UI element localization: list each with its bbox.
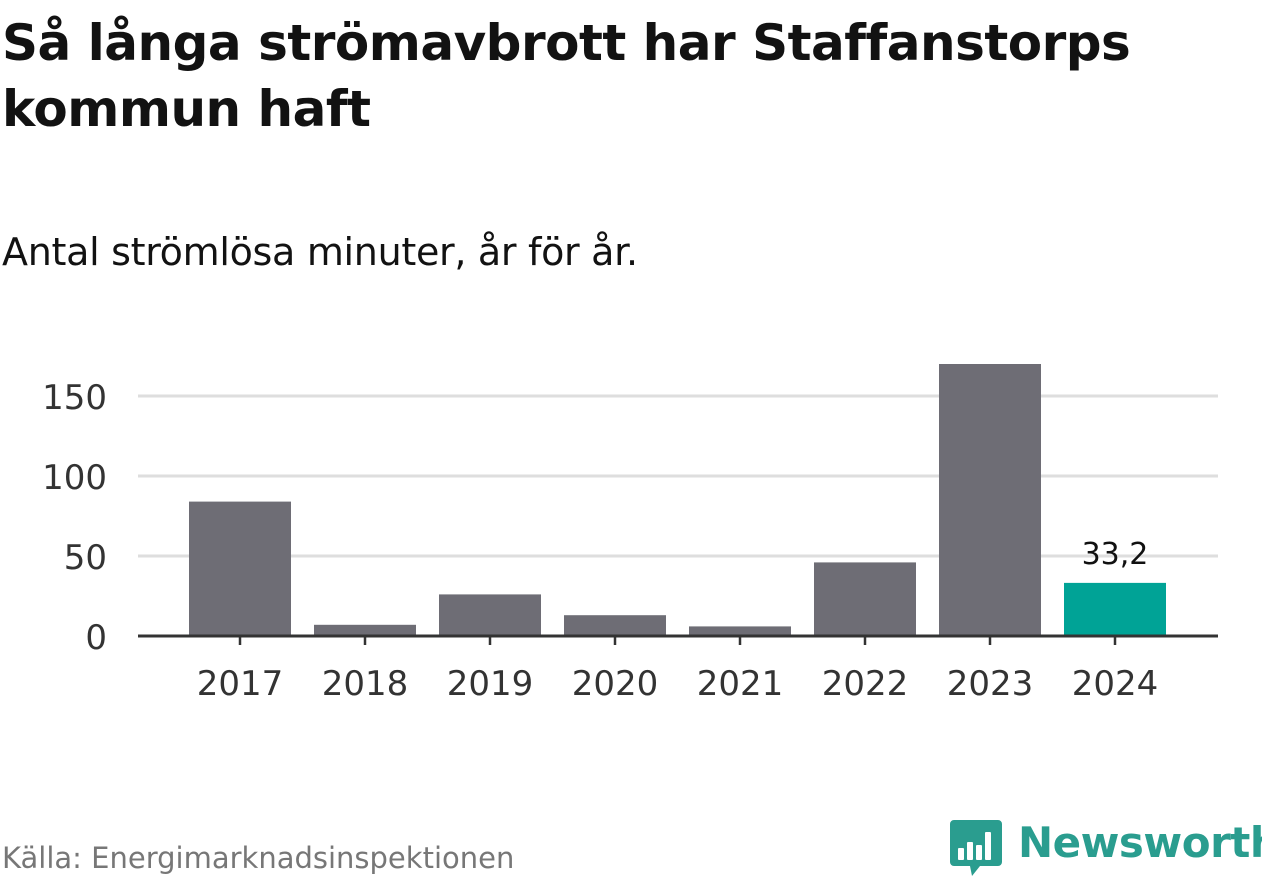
y-tick-label: 150 <box>42 378 107 418</box>
bar-2022 <box>814 562 916 636</box>
x-tick-label: 2023 <box>947 664 1034 704</box>
x-tick-label: 2024 <box>1072 664 1159 704</box>
brand-name: Newsworthy <box>1018 818 1262 867</box>
x-tick-label: 2018 <box>322 664 409 704</box>
newsworthy-logo: Newsworthy <box>950 818 1262 882</box>
gridlines <box>138 394 1218 558</box>
y-axis-ticks: 0 50 100 150 <box>42 378 107 658</box>
data-labels: 33,2 <box>1082 537 1149 572</box>
bar-2023 <box>939 364 1041 636</box>
bar-2020 <box>564 615 666 636</box>
x-tick-label: 2017 <box>197 664 284 704</box>
x-tick-label: 2019 <box>447 664 534 704</box>
chart-title: Så långa strömavbrott har Staffanstorps … <box>2 14 1131 138</box>
data-label: 33,2 <box>1082 537 1149 572</box>
bars <box>189 364 1166 636</box>
bar-2024 <box>1064 582 1166 636</box>
x-tick-label: 2020 <box>572 664 659 704</box>
y-tick-label: 0 <box>85 618 107 658</box>
bar-2018 <box>314 624 416 636</box>
bar-2019 <box>439 594 541 636</box>
bar-2017 <box>189 501 291 636</box>
x-tick-label: 2022 <box>822 664 909 704</box>
x-tick-label: 2021 <box>697 664 784 704</box>
chart-subtitle: Antal strömlösa minuter, år för år. <box>2 230 638 274</box>
y-tick-label: 50 <box>64 538 107 578</box>
x-axis: 2017 2018 2019 2020 2021 2022 2023 2024 <box>138 634 1218 704</box>
bar-2021 <box>689 626 791 636</box>
y-tick-label: 100 <box>42 458 107 498</box>
source-note: Källa: Energimarknadsinspektionen <box>2 841 515 875</box>
newsworthy-logo-icon <box>950 820 1002 876</box>
